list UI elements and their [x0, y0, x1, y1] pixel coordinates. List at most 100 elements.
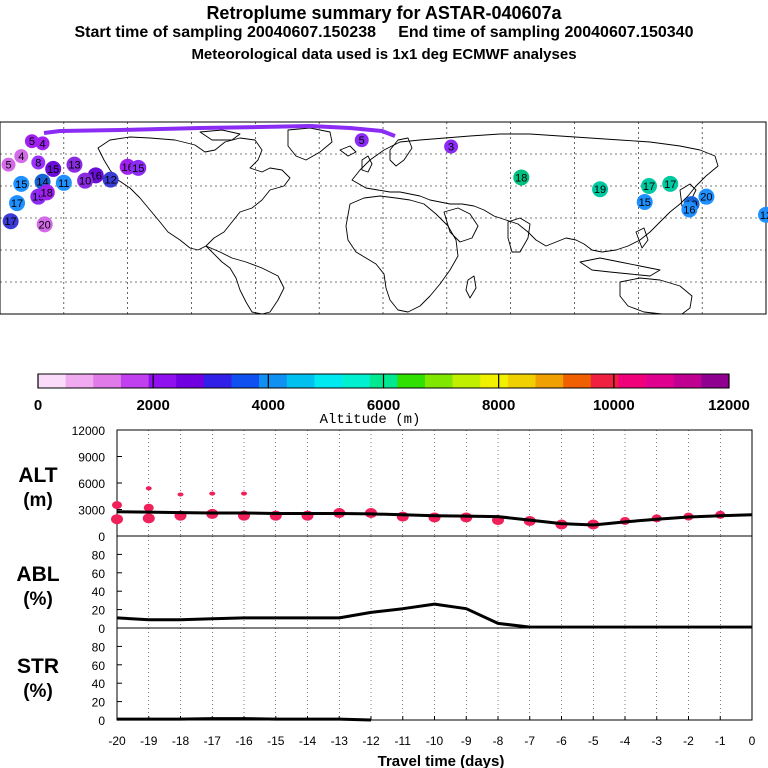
plume-marker: 20: [36, 216, 53, 233]
plume-marker: 15: [130, 159, 147, 176]
y-tick-label: 80: [92, 640, 106, 654]
altitude-colorbar: 0 2000 4000 6000 8000 10000 12000: [34, 373, 750, 414]
coast-philippines: [635, 227, 649, 249]
y-tick-label: 20: [92, 696, 106, 710]
plume-marker-dot: [130, 159, 147, 176]
plume-marker-label: 19: [594, 184, 606, 196]
y-tick-label: 0: [98, 530, 105, 544]
colorbar-swatch: [535, 374, 564, 388]
colorbar-swatch: [120, 374, 149, 388]
x-tick-label: -5: [588, 734, 599, 748]
plume-marker-dot: [681, 201, 698, 218]
altitude-cluster-point: [396, 511, 409, 522]
panel-unit-label: (%): [23, 681, 53, 702]
y-tick-label: 3000: [78, 504, 105, 518]
altitude-cluster-point: [209, 491, 216, 496]
plume-marker: 3: [444, 139, 459, 154]
plume-marker-dot: [662, 175, 679, 192]
meteo-data-line: Meteorological data used is 1x1 deg ECMW…: [191, 46, 577, 63]
x-tick-label: -20: [108, 734, 126, 748]
colorbar-tick-label: 6000: [367, 397, 400, 414]
colorbar-swatch: [286, 374, 315, 388]
plume-marker: 4: [35, 136, 50, 151]
x-tick-label: -4: [620, 734, 631, 748]
colorbar-tick-label: 8000: [482, 397, 515, 414]
colorbar-swatch: [93, 374, 122, 388]
colorbar-tick-label: 12000: [708, 397, 750, 414]
map-gridlines: [0, 122, 766, 314]
coast-india: [507, 217, 531, 253]
panel-label: ALT: [18, 464, 57, 487]
coast-iceland: [339, 145, 357, 157]
plume-marker-label: 20: [700, 192, 712, 204]
x-tick-label: -11: [395, 734, 412, 748]
plume-marker-dot: [55, 174, 72, 191]
altitude-cluster-point: [142, 513, 155, 524]
plume-marker: 15: [636, 194, 653, 210]
plume-marker-dot: [592, 181, 609, 198]
plume-marker-dot: [77, 172, 94, 189]
plume-marker-label: 17: [643, 181, 655, 193]
colorbar-swatch: [259, 374, 288, 388]
plume-marker-label: 11: [58, 178, 69, 190]
plume-marker-dot: [640, 178, 657, 194]
altitude-cluster-point: [145, 486, 152, 491]
plume-marker-label: 18: [41, 187, 53, 199]
x-axis-label: Travel time (days): [378, 753, 505, 768]
plume-marker: 8: [31, 155, 46, 170]
coast-indonesia: [579, 257, 661, 277]
plume-marker: 15: [45, 160, 62, 177]
plume-marker: 18: [513, 169, 530, 186]
plume-marker-label: 17: [5, 216, 17, 228]
plume-marker-label: 10: [79, 176, 91, 188]
plume-marker-label: 13: [68, 160, 80, 172]
colorbar-swatch: [65, 374, 94, 388]
x-tick-label: -15: [267, 734, 285, 748]
plume-marker: 5: [24, 134, 39, 149]
colorbar-swatch: [480, 374, 509, 388]
panel-frame: [116, 627, 753, 721]
colorbar-swatch: [176, 374, 205, 388]
panel-unit-label: (%): [23, 589, 53, 610]
plume-marker-label: 20: [39, 219, 51, 231]
colorbar-swatch: [673, 374, 702, 388]
time-series-panels: 120009000600030000ALT(m)806040200ABL(%)8…: [16, 424, 755, 748]
plume-marker-dot: [444, 139, 459, 154]
plume-marker: 10: [77, 172, 94, 189]
coast-japan: [679, 183, 697, 207]
colorbar-swatch: [342, 374, 370, 388]
panel-alt: 12000 9000 6000 3000 0 ALT (m): [18, 424, 753, 544]
x-tick-label: -2: [683, 734, 694, 748]
plume-marker: 11: [55, 174, 72, 191]
panel-unit-label: (m): [23, 490, 53, 511]
plume-marker-label: 4: [39, 138, 45, 150]
colorbar-tick-label: 2000: [136, 397, 169, 414]
plume-marker-dot: [24, 134, 39, 149]
colorbar-tick-label: 10000: [593, 397, 635, 414]
y-tick-label: 60: [92, 659, 106, 673]
y-tick-label: 40: [92, 677, 106, 691]
coast-eurasia: [351, 133, 719, 253]
panel-abl: 80 60 40 20 0 ABL (%): [16, 535, 753, 636]
plume-marker-dot: [698, 188, 715, 205]
colorbar-swatch: [590, 374, 619, 388]
y-tick-label: 80: [92, 548, 106, 562]
coast-africa: [345, 195, 459, 313]
colorbar-swatch: [563, 374, 592, 388]
plume-marker-dot: [66, 156, 83, 173]
plume-marker: 13: [66, 156, 83, 173]
coast-arabia: [443, 207, 479, 243]
coast-madagascar: [465, 275, 477, 299]
coastlines: [97, 127, 719, 315]
coast-north-america: [97, 136, 291, 251]
colorbar-swatch: [618, 374, 647, 388]
plume-marker-dot: [2, 213, 19, 230]
plume-marker-label: 3: [448, 142, 454, 154]
colorbar-swatch: [148, 374, 177, 388]
plume-marker: 20: [698, 188, 715, 205]
plume-marker-label: 5: [359, 135, 365, 147]
plume-marker-dot: [1, 157, 16, 172]
abl-series-line: [116, 602, 752, 629]
